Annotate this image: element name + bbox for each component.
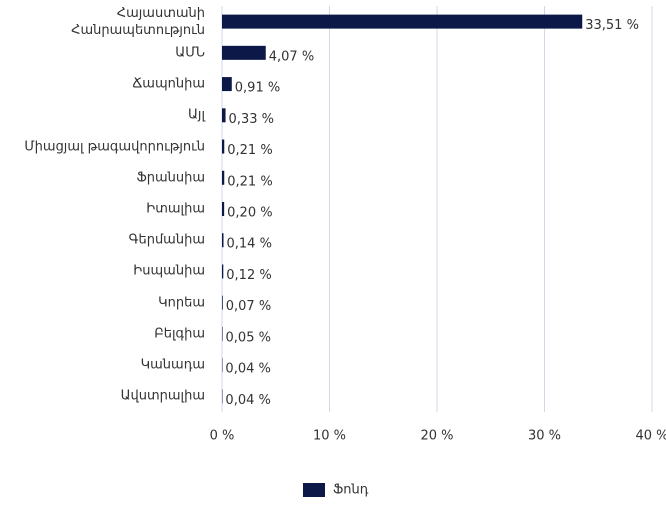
value-label: 0,21 %: [227, 143, 272, 158]
y-tick-label: Հայաստանի Հանրապետություն: [71, 5, 205, 38]
x-tick-label: 30 %: [528, 429, 561, 444]
y-tick-label: Կանադա: [140, 357, 205, 373]
bar: [222, 202, 225, 216]
y-tick-label: Ֆրանսիա: [136, 170, 205, 186]
value-label: 0,20 %: [227, 206, 272, 221]
legend-label: Ֆոնդ: [333, 483, 369, 498]
value-label: 0,05 %: [226, 330, 271, 345]
value-label: 0,07 %: [226, 299, 271, 314]
y-tick-label: Ճապոնիա: [132, 76, 205, 92]
bar: [222, 295, 223, 310]
value-label: 4,07 %: [269, 49, 314, 64]
x-tick-label: 40 %: [635, 429, 666, 444]
bar: [222, 139, 225, 154]
y-tick-label: ԱՄՆ: [175, 45, 205, 61]
legend-swatch: [303, 483, 325, 497]
x-tick-label: 0 %: [210, 429, 235, 444]
x-tick-label: 10 %: [313, 429, 346, 444]
value-label: 33,51 %: [585, 18, 639, 33]
value-label: 0,04 %: [225, 393, 270, 408]
y-tick-label: Միացյալ թագավորություն: [24, 139, 205, 155]
value-label: 0,33 %: [229, 112, 274, 127]
bar: [222, 170, 225, 185]
bar: [222, 108, 226, 123]
bar: [222, 233, 224, 248]
y-tick-label: Բելգիա: [154, 326, 205, 342]
value-label: 0,21 %: [227, 174, 272, 189]
bar: [222, 14, 583, 29]
bar: [222, 45, 266, 60]
value-label: 0,91 %: [235, 81, 280, 96]
bar: [222, 264, 224, 279]
y-tick-label: Այլ: [187, 107, 205, 123]
y-tick-label: Իսպանիա: [133, 263, 205, 279]
bar: [222, 326, 223, 341]
x-tick-label: 20 %: [420, 429, 453, 444]
y-tick-label: Գերմանիա: [128, 232, 205, 248]
y-tick-label: Իտալիա: [146, 201, 205, 217]
y-tick-label: Կորեա: [158, 295, 205, 311]
value-label: 0,04 %: [225, 362, 270, 377]
value-label: 0,14 %: [227, 237, 272, 252]
bar: [222, 77, 232, 92]
y-tick-label: Ավստրալիա: [120, 388, 205, 404]
value-label: 0,12 %: [226, 268, 271, 283]
